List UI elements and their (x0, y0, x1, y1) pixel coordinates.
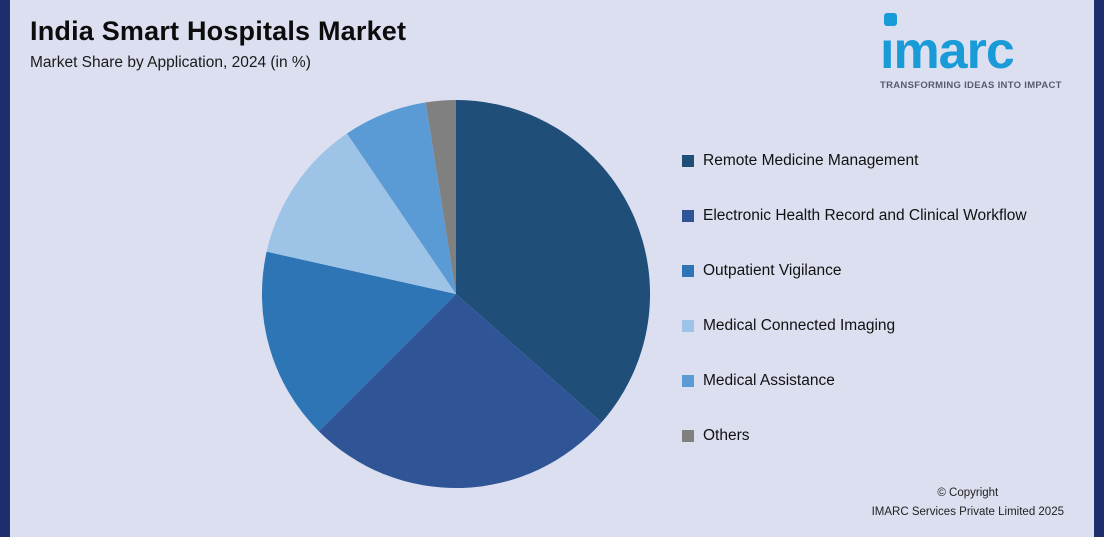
chart-subtitle: Market Share by Application, 2024 (in %) (30, 54, 311, 71)
logo-tagline: TRANSFORMING IDEAS INTO IMPACT (880, 80, 1062, 91)
right-accent-bar (1094, 0, 1104, 537)
pie-chart-container (260, 98, 652, 490)
legend-label: Others (703, 427, 750, 444)
pie-slice-5 (425, 99, 456, 295)
pie-slice-1 (318, 294, 602, 489)
legend-item: Remote Medicine Management (682, 152, 1027, 170)
legend-item: Medical Connected Imaging (682, 317, 1027, 335)
legend-label: Outpatient Vigilance (703, 262, 842, 279)
pie-slice-3 (266, 133, 456, 294)
legend-swatch (682, 430, 694, 442)
copyright-line2: IMARC Services Private Limited 2025 (871, 505, 1064, 518)
legend-label: Medical Assistance (703, 372, 835, 389)
legend: Remote Medicine Management Electronic Hea… (682, 152, 1027, 445)
header: India Smart Hospitals Market Market Shar… (30, 16, 406, 72)
copyright-line1: © Copyright (937, 487, 999, 500)
legend-swatch (682, 375, 694, 387)
pie-slice-2 (261, 251, 456, 432)
copyright: © Copyright IMARC Services Private Limit… (872, 484, 1064, 521)
logo-dot-icon (884, 13, 897, 26)
left-accent-bar (0, 0, 10, 537)
legend-swatch (682, 265, 694, 277)
pie-slice-4 (346, 102, 456, 294)
pie-slice-0 (456, 99, 651, 423)
logo-wordmark: ımarc (880, 22, 1015, 80)
legend-item: Others (682, 427, 1027, 445)
imarc-logo: ımarc TRANSFORMING IDEAS INTO IMPACT (880, 10, 1090, 91)
legend-item: Electronic Health Record and Clinical Wo… (682, 207, 1027, 225)
legend-item: Outpatient Vigilance (682, 262, 1027, 280)
chart-title: India Smart Hospitals Market (30, 16, 407, 46)
legend-label: Electronic Health Record and Clinical Wo… (703, 207, 1027, 224)
legend-label: Remote Medicine Management (703, 152, 919, 169)
legend-label: Medical Connected Imaging (703, 317, 896, 334)
legend-swatch (682, 320, 694, 332)
pie-chart (261, 99, 651, 489)
legend-swatch (682, 155, 694, 167)
legend-item: Medical Assistance (682, 372, 1027, 390)
legend-swatch (682, 210, 694, 222)
